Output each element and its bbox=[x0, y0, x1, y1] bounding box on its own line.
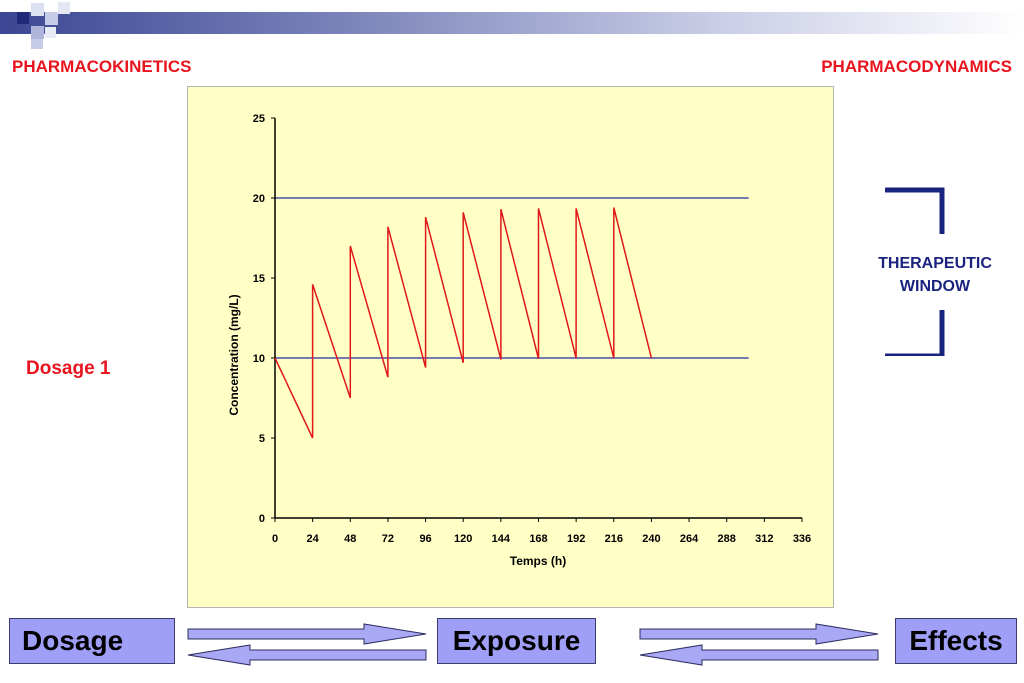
therapeutic-window-label: THERAPEUTIC WINDOW bbox=[850, 252, 1020, 298]
x-tick-label: 192 bbox=[567, 533, 585, 545]
x-tick-label: 24 bbox=[307, 533, 320, 545]
x-tick-label: 48 bbox=[344, 533, 356, 545]
dosage-1-label: Dosage 1 bbox=[26, 358, 111, 379]
therapeutic-window-line1: THERAPEUTIC bbox=[878, 255, 992, 272]
y-tick-label: 20 bbox=[253, 193, 265, 205]
dosage-box: Dosage bbox=[9, 618, 175, 664]
x-tick-label: 144 bbox=[492, 533, 511, 545]
pharmacokinetics-title: PHARMACOKINETICS bbox=[12, 57, 192, 76]
y-tick-label: 5 bbox=[259, 433, 265, 445]
header-band bbox=[0, 12, 1024, 34]
x-tick-label: 288 bbox=[718, 533, 736, 545]
x-axis-title: Temps (h) bbox=[510, 554, 566, 568]
effects-box: Effects bbox=[895, 618, 1017, 664]
therapeutic-window-lower-bracket-icon bbox=[885, 310, 945, 356]
concentration-series-line bbox=[274, 207, 653, 439]
dosage-exposure-arrows-icon bbox=[187, 623, 427, 666]
x-tick-label: 120 bbox=[454, 533, 472, 545]
therapeutic-window-upper-bracket-icon bbox=[885, 187, 945, 234]
x-tick-label: 0 bbox=[272, 533, 278, 545]
x-tick-label: 240 bbox=[642, 533, 660, 545]
exposure-box: Exposure bbox=[437, 618, 596, 664]
therapeutic-window-line2: WINDOW bbox=[899, 278, 971, 295]
y-axis-title: Concentration (mg/L) bbox=[227, 294, 241, 415]
y-tick-label: 25 bbox=[253, 113, 265, 125]
exposure-effects-arrows-icon bbox=[639, 623, 879, 666]
y-tick-label: 15 bbox=[253, 273, 265, 285]
y-tick-label: 10 bbox=[253, 353, 265, 365]
concentration-chart: 0 5 10 15 20 25 0 24 48 72 96 120 144 168 192 216 240 26… bbox=[187, 86, 834, 608]
x-tick-label: 336 bbox=[793, 533, 811, 545]
x-tick-label: 72 bbox=[382, 533, 394, 545]
x-tick-label: 96 bbox=[419, 533, 431, 545]
chart-svg: 0 5 10 15 20 25 0 24 48 72 96 120 144 168 192 216 240 26… bbox=[227, 113, 811, 568]
x-tick-label: 264 bbox=[680, 533, 699, 545]
x-tick-label: 216 bbox=[605, 533, 623, 545]
y-tick-label: 0 bbox=[259, 513, 265, 525]
x-tick-label: 312 bbox=[755, 533, 773, 545]
pharmacodynamics-title: PHARMACODYNAMICS bbox=[821, 57, 1012, 76]
logo-squares bbox=[0, 0, 80, 52]
x-tick-label: 168 bbox=[529, 533, 547, 545]
